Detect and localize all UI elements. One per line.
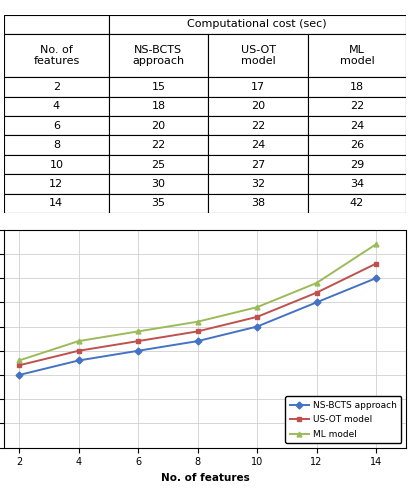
Text: 38: 38 [250, 198, 265, 208]
Text: 25: 25 [151, 159, 165, 170]
Line: NS-BCTS approach: NS-BCTS approach [16, 276, 378, 377]
Bar [307, 96, 405, 116]
Bar [108, 174, 208, 194]
Bar [108, 194, 208, 213]
Bar [4, 96, 108, 116]
US-OT model [135, 338, 140, 344]
Bar [108, 135, 208, 155]
Text: 8: 8 [53, 140, 60, 150]
Bar [4, 135, 108, 155]
ML model [373, 241, 378, 247]
Bar [307, 33, 405, 77]
Text: 27: 27 [250, 159, 265, 170]
Text: 30: 30 [151, 179, 165, 189]
X-axis label: No. of features: No. of features [160, 473, 249, 483]
Bar [208, 96, 307, 116]
Text: 34: 34 [349, 179, 363, 189]
US-OT model [254, 314, 259, 320]
Text: ML
model: ML model [339, 45, 373, 66]
NS-BCTS approach [254, 324, 259, 330]
NS-BCTS approach [195, 338, 200, 344]
Text: 22: 22 [250, 121, 265, 131]
Bar [208, 77, 307, 96]
Text: Computational cost (sec): Computational cost (sec) [187, 19, 326, 29]
US-OT model [76, 348, 81, 354]
Bar [4, 194, 108, 213]
Text: 20: 20 [151, 121, 165, 131]
ML model [313, 280, 318, 286]
Bar [4, 15, 108, 33]
Text: 4: 4 [53, 101, 60, 111]
Bar [108, 155, 208, 174]
Text: 6: 6 [53, 121, 60, 131]
Text: 22: 22 [349, 101, 363, 111]
Text: 35: 35 [151, 198, 165, 208]
Line: US-OT model: US-OT model [16, 261, 378, 368]
ML model [254, 304, 259, 310]
NS-BCTS approach [373, 275, 378, 281]
Text: 15: 15 [151, 82, 165, 92]
NS-BCTS approach [76, 358, 81, 364]
US-OT model [373, 261, 378, 267]
Bar [108, 116, 208, 135]
Text: No. of
features: No. of features [33, 45, 79, 66]
Bar [307, 174, 405, 194]
Text: 10: 10 [49, 159, 63, 170]
Bar [4, 174, 108, 194]
Text: 17: 17 [250, 82, 265, 92]
Legend: NS-BCTS approach, US-OT model, ML model: NS-BCTS approach, US-OT model, ML model [284, 397, 400, 443]
Bar [208, 174, 307, 194]
Bar [307, 155, 405, 174]
ML model [135, 329, 140, 335]
Bar [208, 155, 307, 174]
ML model [16, 358, 21, 364]
Text: 12: 12 [49, 179, 63, 189]
Text: 18: 18 [151, 101, 165, 111]
Text: 26: 26 [349, 140, 363, 150]
Text: 18: 18 [349, 82, 363, 92]
Bar [4, 33, 108, 77]
Text: 24: 24 [349, 121, 363, 131]
Text: 22: 22 [151, 140, 165, 150]
Text: 42: 42 [349, 198, 363, 208]
Bar [208, 135, 307, 155]
Text: NS-BCTS
approach: NS-BCTS approach [132, 45, 184, 66]
Bar [307, 116, 405, 135]
NS-BCTS approach [135, 348, 140, 354]
Bar [307, 194, 405, 213]
Bar [108, 15, 405, 33]
Bar [108, 96, 208, 116]
Bar [307, 135, 405, 155]
Line: ML model: ML model [16, 242, 378, 363]
Text: 32: 32 [250, 179, 265, 189]
Bar [4, 155, 108, 174]
Bar [4, 77, 108, 96]
ML model [76, 338, 81, 344]
Bar [208, 116, 307, 135]
US-OT model [195, 329, 200, 335]
Bar [208, 194, 307, 213]
Text: 20: 20 [250, 101, 265, 111]
Text: 29: 29 [349, 159, 363, 170]
Bar [208, 33, 307, 77]
Text: 14: 14 [49, 198, 63, 208]
Bar [307, 77, 405, 96]
Text: US-OT
model: US-OT model [240, 45, 275, 66]
ML model [195, 319, 200, 325]
Text: 2: 2 [53, 82, 60, 92]
Bar [4, 116, 108, 135]
Text: 24: 24 [250, 140, 265, 150]
NS-BCTS approach [313, 300, 318, 306]
US-OT model [16, 363, 21, 369]
US-OT model [313, 290, 318, 296]
NS-BCTS approach [16, 372, 21, 378]
Bar [108, 33, 208, 77]
Bar [108, 77, 208, 96]
